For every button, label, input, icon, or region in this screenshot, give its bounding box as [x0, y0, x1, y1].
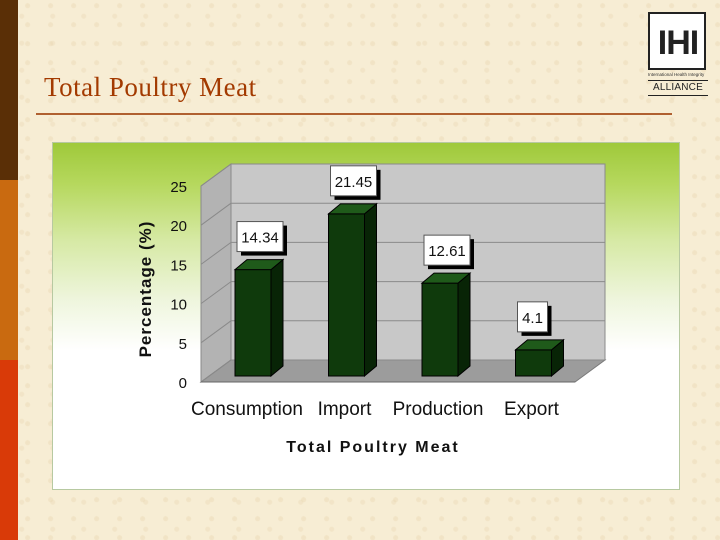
bar-chart: 0 5 10 15 20 25 14.34 Consumption 21.45 Import 12.… — [136, 163, 607, 456]
data-label: 4.1 — [522, 310, 543, 327]
side-strip-bottom — [0, 360, 18, 540]
x-tick-label: Export — [504, 399, 560, 420]
bar-top — [327, 203, 378, 215]
gridline-side — [200, 359, 232, 383]
bar — [421, 282, 459, 377]
data-label: 14.34 — [241, 230, 279, 247]
y-tick-label: 25 — [170, 179, 187, 196]
data-label: 21.45 — [335, 174, 373, 191]
bar-top — [514, 339, 565, 351]
x-tick-label: Production — [393, 399, 484, 420]
bar — [515, 349, 552, 377]
data-label: 12.61 — [428, 243, 466, 260]
chart-panel: 0 5 10 15 20 25 14.34 Consumption 21.45 Import 12.… — [52, 142, 680, 490]
gridline-side — [200, 241, 232, 265]
logo-name: ALLIANCE — [648, 80, 708, 96]
bar-side — [364, 202, 377, 378]
title-divider — [36, 113, 672, 115]
x-tick-label: Import — [318, 399, 373, 420]
y-tick-label: 20 — [170, 218, 187, 235]
slide-title: Total Poultry Meat — [44, 72, 257, 102]
data-label-box — [236, 221, 284, 253]
y-tick-label: 10 — [170, 297, 187, 314]
logo-box: IHI — [648, 12, 706, 70]
data-label-box — [517, 301, 548, 333]
gridline-side — [200, 320, 232, 344]
side-strip-top — [0, 0, 18, 180]
ihi-alliance-logo: IHI International Health Integrity ALLIA… — [648, 12, 708, 96]
y-tick-label: 0 — [179, 375, 187, 392]
y-axis-title: Percentage (%) — [136, 221, 155, 358]
bar — [234, 269, 272, 377]
side-wall — [200, 163, 232, 383]
gridline-side — [200, 163, 232, 187]
logo-subtitle: International Health Integrity — [648, 72, 705, 77]
y-tick-label: 5 — [179, 336, 187, 353]
y-tick-label: 15 — [170, 257, 187, 274]
bar — [328, 213, 365, 377]
x-axis-title: Total Poultry Meat — [286, 439, 460, 456]
bar-top — [233, 259, 285, 271]
gridline-side — [200, 202, 232, 226]
bar-side — [270, 258, 284, 378]
bar-top — [420, 272, 472, 284]
data-label-box — [423, 234, 471, 266]
side-strip-middle — [0, 180, 18, 360]
data-label-box — [330, 165, 377, 197]
gridline-side — [200, 281, 232, 305]
bar-side — [457, 272, 471, 378]
logo-mark: IHI — [657, 24, 699, 62]
x-tick-label: Consumption — [191, 399, 303, 420]
